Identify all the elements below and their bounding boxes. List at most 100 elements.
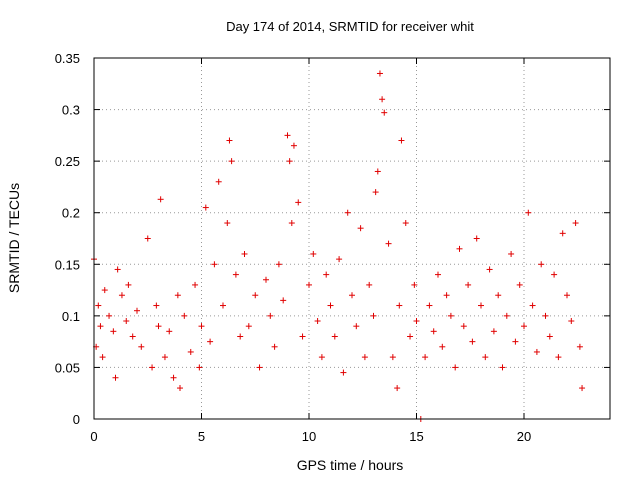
data-point <box>290 142 297 149</box>
data-point <box>295 199 302 206</box>
data-point <box>349 292 355 299</box>
data-point <box>196 364 203 371</box>
data-point <box>499 364 506 371</box>
data-point <box>529 302 536 309</box>
data-point <box>407 333 414 340</box>
data-point <box>256 364 263 371</box>
data-point <box>284 132 291 139</box>
data-point <box>331 333 338 340</box>
data-point <box>473 235 480 242</box>
data-point <box>394 385 401 392</box>
data-point <box>385 240 392 247</box>
data-point <box>413 318 420 325</box>
data-point <box>422 354 429 361</box>
data-point <box>361 354 368 361</box>
data-point <box>220 302 226 309</box>
data-point <box>271 343 278 350</box>
data-point <box>134 307 140 314</box>
data-point <box>228 158 235 165</box>
data-point <box>177 385 183 392</box>
x-tick-label: 5 <box>198 429 205 444</box>
data-point <box>503 312 510 319</box>
y-tick-label: 0.1 <box>62 309 80 324</box>
data-point <box>237 333 244 340</box>
data-point <box>372 189 379 196</box>
data-point <box>226 137 233 144</box>
data-point <box>97 323 104 330</box>
data-point <box>110 328 117 335</box>
data-point <box>114 266 121 273</box>
data-point <box>402 220 409 227</box>
data-point <box>538 261 545 268</box>
data-point <box>129 333 136 340</box>
data-point <box>495 292 502 299</box>
data-point <box>310 250 317 257</box>
data-point <box>542 312 549 319</box>
y-tick-label: 0.15 <box>55 257 80 272</box>
data-point <box>149 364 156 371</box>
data-point <box>118 292 125 299</box>
data-points <box>91 70 586 422</box>
data-point <box>508 250 515 257</box>
data-point <box>267 312 274 319</box>
data-point <box>456 245 463 252</box>
data-point <box>490 328 497 335</box>
data-point <box>161 354 168 361</box>
data-point <box>286 158 293 165</box>
data-point <box>123 318 130 325</box>
data-point <box>376 70 383 77</box>
data-point <box>101 287 108 294</box>
x-tick-label: 15 <box>409 429 423 444</box>
data-point <box>576 343 583 350</box>
data-point <box>125 281 132 288</box>
data-point <box>366 281 373 288</box>
data-point <box>439 343 446 350</box>
x-tick-label: 10 <box>302 429 316 444</box>
data-point <box>374 168 381 175</box>
data-point <box>106 312 113 319</box>
data-point <box>512 338 519 345</box>
axis-ticks <box>93 57 610 420</box>
data-point <box>153 302 160 309</box>
data-point <box>559 230 566 237</box>
data-point <box>144 235 151 242</box>
plot-frame <box>93 57 611 420</box>
data-point <box>411 281 418 288</box>
data-point <box>157 196 164 203</box>
data-point <box>211 261 218 268</box>
data-point <box>95 302 102 309</box>
data-point <box>327 302 334 309</box>
data-point <box>336 256 343 263</box>
y-tick-label: 0.35 <box>55 51 80 66</box>
data-point <box>486 266 493 273</box>
data-point <box>469 338 476 345</box>
data-point <box>447 312 454 319</box>
data-point <box>299 333 306 340</box>
data-point <box>555 354 562 361</box>
data-point <box>252 292 259 299</box>
data-point <box>340 369 347 376</box>
y-tick-label: 0.2 <box>62 206 80 221</box>
data-point <box>207 338 214 345</box>
data-point <box>430 328 437 335</box>
x-tick-label: 0 <box>90 429 97 444</box>
data-point <box>323 271 330 278</box>
data-point <box>174 292 181 299</box>
data-point <box>525 209 532 216</box>
data-point <box>181 312 188 319</box>
data-point <box>280 297 287 304</box>
y-tick-label: 0.3 <box>62 103 80 118</box>
data-point <box>546 333 553 340</box>
data-point <box>344 209 351 216</box>
data-point <box>521 323 527 330</box>
data-point <box>275 261 282 268</box>
data-point <box>381 109 388 116</box>
data-point <box>288 220 295 227</box>
data-point <box>551 271 558 278</box>
data-point <box>398 137 405 144</box>
data-point <box>579 385 586 392</box>
x-tick-label: 20 <box>517 429 531 444</box>
data-point <box>460 323 467 330</box>
chart-title: Day 174 of 2014, SRMTID for receiver whi… <box>226 19 474 34</box>
